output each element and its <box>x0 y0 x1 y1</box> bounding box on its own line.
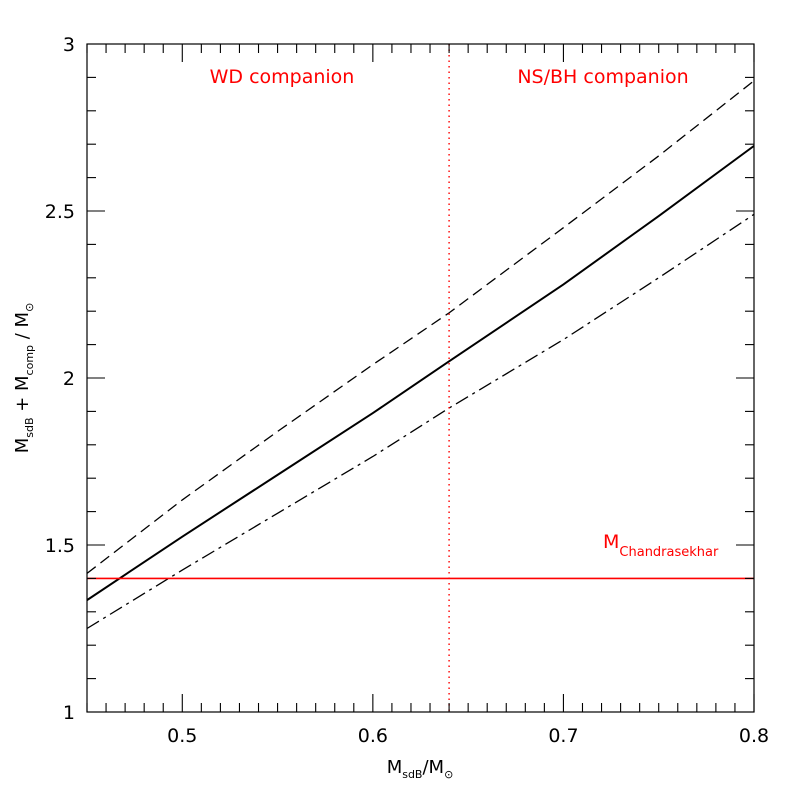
chandrasekhar-sub: Chandrasekhar <box>619 545 719 560</box>
x-tick-label: 0.5 <box>167 725 197 747</box>
y-label-sun-symbol: ⊙ <box>23 303 36 312</box>
x-label-sun-symbol: ⊙ <box>444 768 453 781</box>
y-label-s2: comp <box>23 345 36 375</box>
y-axis-label: MsdB + Mcomp / M⊙ <box>12 303 36 454</box>
nsbh-companion-label: NS/BH companion <box>517 66 688 88</box>
x-tick-label: 0.8 <box>739 725 769 747</box>
tick-labels-layer: 0.5 0.6 0.7 0.8 1 1.5 2 2.5 3 <box>45 34 769 747</box>
x-label-main: M <box>387 757 403 778</box>
y-tick-label: 2 <box>63 368 75 390</box>
x-tick-label: 0.6 <box>358 725 388 747</box>
y-label-s1: sdB <box>23 418 36 438</box>
x-axis-label: MsdB/M⊙ <box>387 757 454 781</box>
wd-companion-label: WD companion <box>210 66 355 88</box>
y-label-rest: / M <box>12 312 33 345</box>
series-line-dashed <box>86 80 755 574</box>
x-tick-label: 0.7 <box>548 725 578 747</box>
y-tick-label: 3 <box>63 34 75 56</box>
y-label-plus: + <box>12 391 33 418</box>
x-label-rest: /M <box>422 757 444 778</box>
x-label-sub: sdB <box>402 768 422 781</box>
ticks-layer <box>86 43 755 713</box>
chandrasekhar-label: MChandrasekhar <box>603 531 719 560</box>
y-label-m1: M <box>12 438 33 454</box>
chandrasekhar-main: M <box>603 531 619 553</box>
y-label-m2: M <box>12 375 33 391</box>
y-tick-label: 1.5 <box>45 535 75 557</box>
y-tick-label: 2.5 <box>45 201 75 223</box>
reference-lines-layer <box>87 44 754 712</box>
series-line-dashdot <box>86 213 755 630</box>
plot-frame <box>86 43 755 713</box>
curves-layer <box>86 80 755 630</box>
y-tick-label: 1 <box>63 702 75 724</box>
series-line-solid <box>86 145 755 601</box>
